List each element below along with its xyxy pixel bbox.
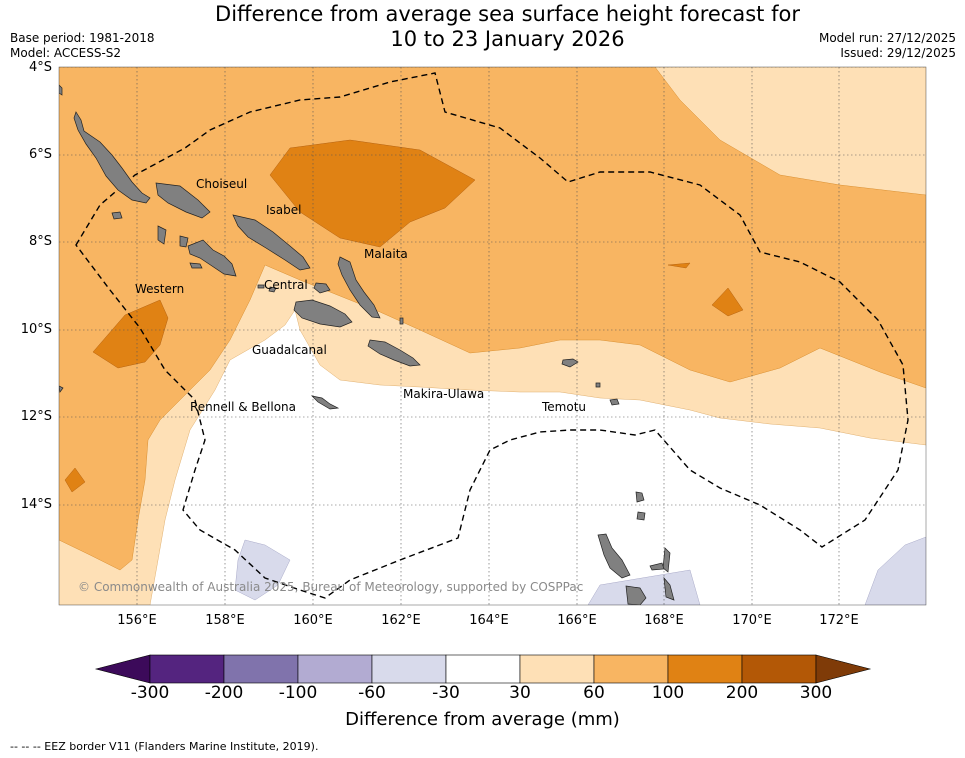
lon-label-160e: 160°E — [293, 613, 333, 628]
metadata-right: Model run: 27/12/2025 Issued: 29/12/2025 — [819, 31, 956, 61]
colorbar-tick-7: 100 — [651, 683, 685, 703]
colorbar-segment-2 — [223, 654, 299, 684]
island-png-edge — [59, 84, 63, 96]
colorbar-segment-3 — [297, 654, 373, 684]
model-name: Model: ACCESS-S2 — [10, 46, 122, 60]
lon-label-172e: 172°E — [819, 613, 859, 628]
colorbar-segment-7 — [593, 654, 669, 684]
lat-label-10s: 10°S — [20, 322, 52, 337]
issued-date: Issued: 29/12/2025 — [840, 46, 956, 60]
title-line-2: 10 to 23 January 2026 — [390, 27, 625, 51]
eez-legend-note: -- -- -- EEZ border V11 (Flanders Marine… — [10, 740, 319, 753]
lon-label-166e: 166°E — [557, 613, 597, 628]
island-russell — [257, 284, 265, 289]
colorbar-extend-low — [94, 654, 151, 684]
island-vanuatu-efate — [662, 547, 671, 573]
island-guadalcanal — [293, 299, 353, 328]
colorbar-tick-6: 60 — [583, 683, 605, 703]
copyright-notice: © Commonwealth of Australia 2025, Bureau… — [78, 580, 584, 594]
contour-100-200-east-small — [667, 262, 691, 269]
island-choiseul — [73, 111, 151, 204]
model-run: Model run: 27/12/2025 — [818, 31, 956, 45]
colorbar-tick-3: -60 — [358, 683, 386, 703]
island-shortland — [111, 211, 123, 220]
colorbar-tick-4: -30 — [432, 683, 460, 703]
island-ranongga — [179, 235, 189, 248]
colorbar-tick-5: 30 — [509, 683, 531, 703]
contour-neg-south-east — [864, 536, 926, 605]
lat-label-12s: 12°S — [20, 409, 52, 424]
island-vanuatu-malekula — [625, 585, 647, 605]
colorbar-tick-8: 200 — [725, 683, 759, 703]
island-new-georgia — [187, 239, 237, 277]
island-makira — [367, 339, 421, 367]
province-label-rennell-bellona: Rennell & Bellona — [190, 400, 297, 414]
island-vanikoro — [609, 398, 620, 406]
island-rendova — [157, 225, 167, 245]
lon-label-164e: 164°E — [469, 613, 509, 628]
lon-label-170e: 170°E — [732, 613, 772, 628]
island-vanuatu-banks — [635, 491, 645, 503]
colorbar-tick-2: -100 — [278, 683, 318, 703]
province-label-makira-ulawa: Makira-Ulawa — [403, 387, 485, 401]
lat-label-6s: 6°S — [28, 147, 52, 162]
colorbar-segment-5 — [445, 654, 521, 684]
eez-border — [75, 72, 909, 599]
colorbar-segment-1 — [149, 654, 225, 684]
island-malaita — [337, 256, 381, 319]
map-frame — [58, 66, 927, 606]
island-vanuatu-ambrym — [649, 562, 665, 571]
lat-label-14s: 14°S — [20, 497, 52, 512]
lat-label-4s: 4°S — [28, 60, 52, 75]
province-label-isabel: Isabel — [266, 203, 302, 217]
province-label-western: Western — [135, 282, 185, 296]
lon-label-156e: 156°E — [117, 613, 157, 628]
island-vella — [155, 182, 211, 219]
colorbar — [94, 654, 872, 684]
island-santa-cruz — [561, 358, 579, 368]
colorbar-segment-4 — [371, 654, 447, 684]
colorbar-segment-9 — [741, 654, 817, 684]
metadata-left: Base period: 1981-2018 Model: ACCESS-S2 — [10, 31, 155, 61]
base-period: Base period: 1981-2018 — [10, 31, 155, 45]
province-label-choiseul: Choiseul — [196, 177, 248, 191]
lon-label-158e: 158°E — [205, 613, 245, 628]
island-vanuatu-north — [597, 533, 631, 579]
map-area — [59, 67, 926, 605]
colorbar-tick-0: -300 — [130, 683, 170, 703]
lat-label-8s: 8°S — [28, 234, 52, 249]
island-tetepare — [189, 262, 203, 269]
island-isabel — [232, 214, 311, 271]
colorbar-tick-9: 300 — [799, 683, 833, 703]
islands — [59, 84, 675, 605]
island-nggela — [313, 282, 331, 294]
title-line-1: Difference from average sea surface heig… — [215, 2, 800, 26]
lon-label-162e: 162°E — [381, 613, 421, 628]
colorbar-segment-6 — [519, 654, 595, 684]
province-label-malaita: Malaita — [364, 247, 408, 261]
contour-100-200-east — [711, 287, 744, 317]
province-label-temotu: Temotu — [542, 400, 587, 414]
island-tikopia — [595, 382, 601, 388]
contour-100-200-sw — [64, 467, 86, 493]
island-vanuatu-pentecost — [663, 576, 675, 601]
contour-neg-south-west — [234, 539, 291, 601]
colorbar-segment-8 — [667, 654, 743, 684]
island-savo — [268, 286, 277, 293]
island-rennell — [310, 395, 340, 410]
colorbar-extend-high — [815, 654, 872, 684]
island-bougainville-edge — [59, 385, 64, 393]
chart-title: Difference from average sea surface heig… — [0, 2, 965, 52]
colorbar-title: Difference from average (mm) — [345, 709, 620, 730]
colorbar-tick-1: -200 — [204, 683, 244, 703]
province-label-guadalcanal: Guadalcanal — [252, 343, 327, 357]
island-ulawa — [399, 317, 404, 325]
island-vanuatu-ambae — [636, 511, 646, 521]
lon-label-168e: 168°E — [644, 613, 684, 628]
contour-100-200-west — [92, 299, 169, 369]
province-label-central: Central — [264, 278, 308, 292]
contour-100-200-north — [269, 139, 476, 248]
